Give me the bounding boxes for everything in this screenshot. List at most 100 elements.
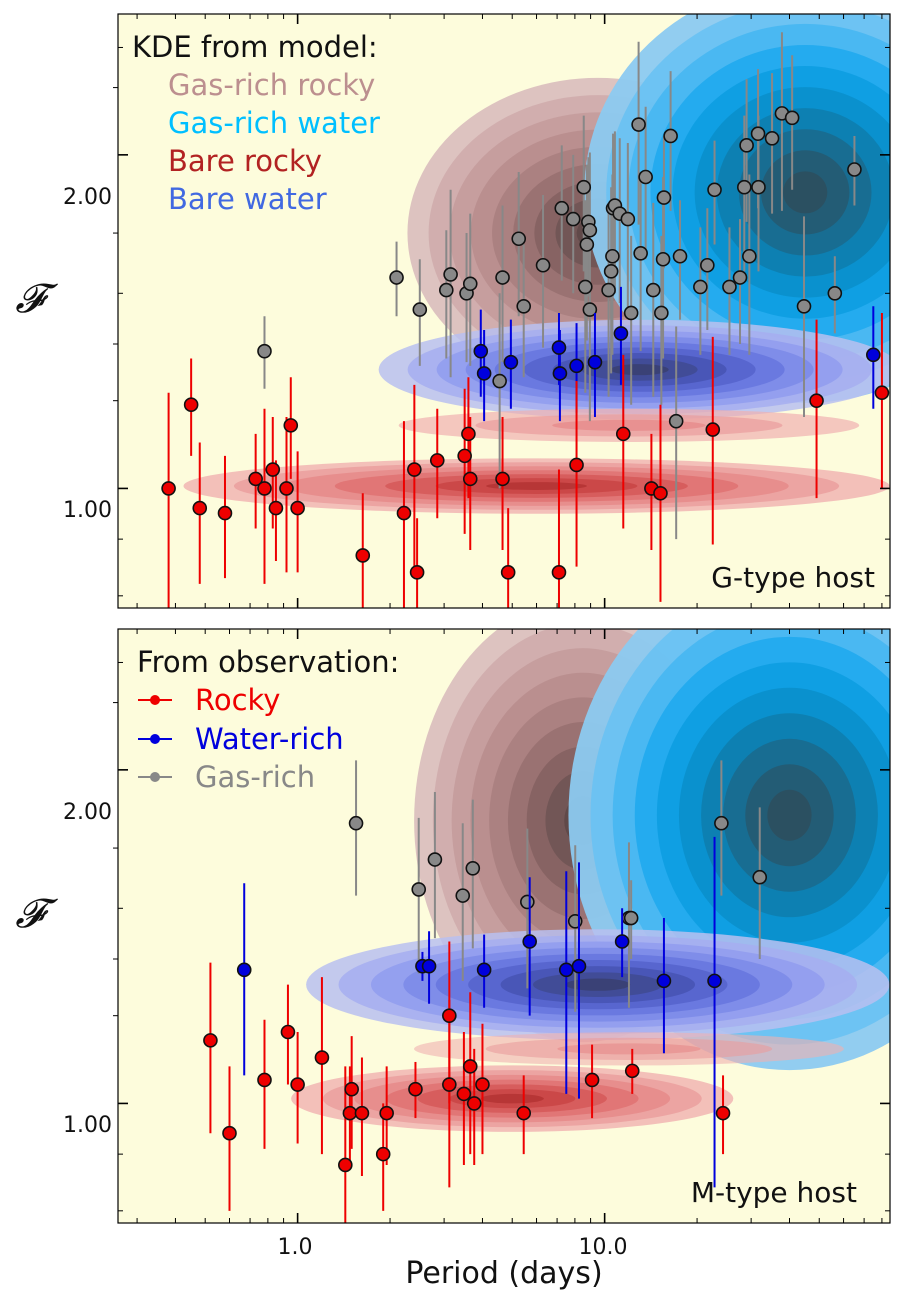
point-water-rich-top-0 [473,343,489,359]
x-axis-label: Period (days) [405,1256,602,1291]
point-gas-rich-top-34 [656,190,672,205]
point-rocky-bottom-4 [290,1077,305,1092]
point-gas-rich-top-18 [579,237,595,252]
panel-bottom: 2.00 1.00 𝓕 1.0 10.0 Period (days) From … [15,628,891,1291]
legend-bottom: From observation: Rocky Water-rich Gas-r… [137,645,399,794]
ticks-layer-top [113,14,890,608]
point-rocky-top-17 [461,426,476,442]
point-gas-rich-top-42 [732,270,748,285]
point-rocky-bottom-22 [715,1105,731,1121]
point-rocky-top-14 [409,565,425,580]
point-gas-rich-top-28 [631,117,646,132]
point-rocky-bottom-13 [442,1008,457,1023]
point-gas-rich-top-38 [693,279,708,295]
point-rocky-top-20 [500,565,516,580]
point-gas-rich-top-53 [847,162,862,177]
point-water-rich-bottom-8 [656,973,672,989]
point-water-rich-bottom-7 [614,934,630,949]
point-water-rich-top-5 [569,358,584,374]
point-gas-rich-top-45 [742,248,757,264]
point-gas-rich-top-4 [443,267,458,282]
legend-entry-water-rich: Water-rich [195,722,344,756]
kde-bare-water-level-8 [565,978,631,991]
ytick-label-1-top: 1.00 [63,498,112,523]
legend-entry-gas-rich-water: Gas-rich water [168,106,380,140]
point-rocky-top-25 [653,485,668,501]
y-axis-label-bottom: 𝓕 [15,891,58,937]
point-gas-rich-top-37 [672,248,688,264]
frame-top [117,13,891,609]
point-rocky-top-16 [457,448,472,464]
point-gas-rich-top-44 [739,138,754,153]
point-rocky-top-10 [290,500,305,516]
point-water-rich-bottom-4 [522,934,537,949]
point-water-rich-top-4 [552,366,568,381]
legend-top: KDE from model: Gas-rich rocky Gas-rich … [132,30,380,216]
point-gas-rich-top-51 [796,299,812,314]
point-gas-rich-top-39 [700,257,715,273]
point-rocky-bottom-17 [466,1096,482,1111]
point-gas-rich-top-9 [511,231,527,247]
legend-title-bottom: From observation: [137,645,399,679]
point-rocky-top-13 [407,462,422,477]
point-rocky-top-12 [396,505,412,521]
point-rocky-bottom-10 [375,1146,391,1162]
point-rocky-bottom-15 [456,1086,472,1102]
point-rocky-top-11 [355,548,371,563]
legend-entry-gas-rich: Gas-rich [195,760,315,794]
point-rocky-bottom-7 [344,1081,359,1097]
kde-bare-rocky-upper-level-2 [552,419,706,431]
point-gas-rich-top-0 [257,343,272,359]
point-rocky-top-19 [495,471,510,487]
legend-marker-gas-rich [150,772,160,782]
kde-bare-rocky-level-6 [480,1093,544,1104]
point-gas-rich-bottom-2 [427,852,443,867]
point-gas-rich-top-33 [655,251,671,267]
point-gas-rich-top-21 [603,264,619,279]
legend-entry-bare-rocky: Bare rocky [168,144,322,178]
point-gas-rich-top-41 [722,279,737,295]
point-rocky-bottom-9 [354,1105,370,1121]
point-gas-rich-top-52 [827,285,843,301]
point-gas-rich-top-22 [605,248,620,264]
point-water-rich-top-6 [587,354,603,370]
point-water-rich-bottom-3 [476,962,492,978]
point-rocky-top-23 [615,426,631,442]
point-gas-rich-top-40 [707,182,722,198]
point-rocky-bottom-5 [314,1050,330,1065]
point-rocky-top-26 [705,422,721,437]
panel-top: 2.00 1.00 𝓕 KDE from model: Gas-rich roc… [15,13,891,609]
kde-bare-water-level-8 [610,364,669,376]
point-rocky-top-8 [279,481,294,496]
point-gas-rich-top-11 [535,257,551,273]
xtick-label-1: 1.0 [278,1235,313,1260]
legend-entry-rocky: Rocky [195,683,280,717]
point-rocky-bottom-20 [584,1072,600,1088]
point-water-rich-bottom-6 [571,958,587,974]
point-gas-rich-top-46 [750,126,766,141]
point-gas-rich-top-8 [495,270,510,285]
xtick-label-10: 10.0 [579,1235,628,1260]
points-layer-top [161,32,890,608]
ticks-layer-bottom [113,629,890,1223]
point-gas-rich-bottom-8 [623,910,639,926]
point-gas-rich-bottom-9 [714,815,729,831]
point-rocky-top-27 [809,393,824,408]
point-gas-rich-top-6 [462,276,478,292]
point-gas-rich-bottom-3 [455,888,471,903]
point-gas-rich-top-20 [601,282,616,298]
point-rocky-bottom-0 [203,1033,218,1048]
point-rocky-bottom-21 [624,1063,640,1079]
point-rocky-top-15 [429,453,445,468]
point-gas-rich-bottom-1 [411,882,427,897]
point-water-rich-top-7 [613,326,629,341]
point-rocky-bottom-1 [222,1125,237,1141]
point-gas-rich-bottom-5 [520,894,535,910]
point-rocky-bottom-18 [475,1077,490,1092]
host-label-top: G-type host [711,561,875,594]
point-gas-rich-top-17 [582,222,598,238]
ytick-label-2-bottom: 2.00 [63,800,112,825]
point-water-rich-top-8 [866,347,881,363]
point-water-rich-top-1 [476,366,492,381]
point-water-rich-bottom-5 [558,962,574,978]
